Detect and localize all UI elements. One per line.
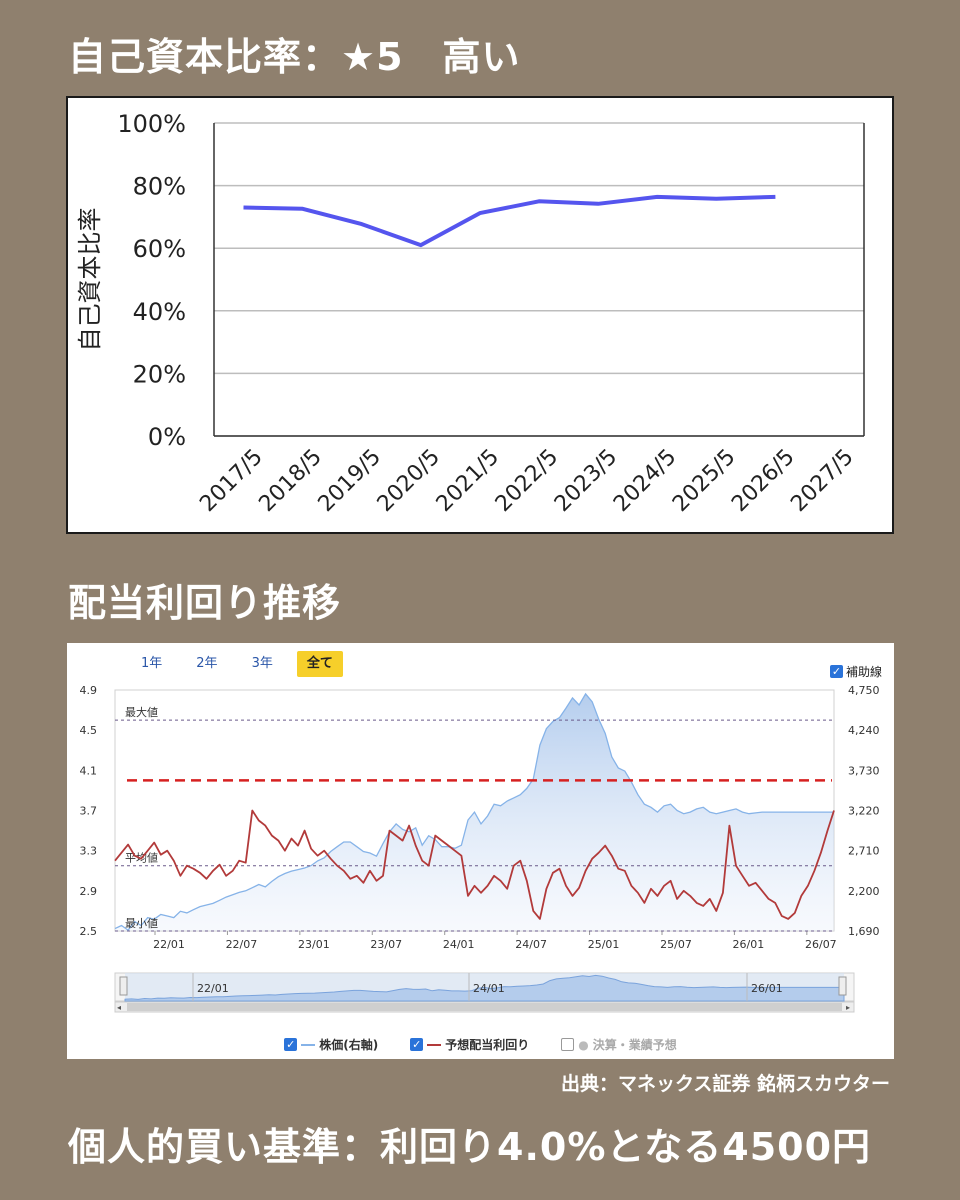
y-left-tick-label: 4.1: [80, 764, 98, 777]
y-right-tick-label: 2,200: [848, 885, 880, 898]
y-right-tick-label: 4,240: [848, 724, 880, 737]
x-tick-label: 23/07: [370, 938, 402, 951]
legend-swatch-yield: [427, 1043, 442, 1046]
legend-item-price[interactable]: ✓ 株価(右軸): [284, 1036, 378, 1053]
navigator-tick-label: 24/01: [473, 982, 505, 995]
range-selector: 1年 2年 3年 全て: [131, 651, 357, 677]
legend-checkbox-price[interactable]: ✓: [284, 1038, 298, 1051]
y-right-tick-label: 1,690: [848, 925, 880, 938]
x-tick-label: 2017/5: [195, 445, 267, 517]
y-right-tick-label: 3,220: [848, 805, 880, 818]
legend-label-earnings: 決算・業績予想: [592, 1038, 677, 1052]
x-tick-label: 23/01: [298, 938, 330, 951]
x-tick-label: 24/01: [443, 938, 475, 951]
scroll-left-icon: ◂: [117, 1003, 121, 1012]
legend-swatch-price: [301, 1043, 316, 1046]
y-tick-label: 20%: [133, 360, 186, 388]
x-tick-label: 22/01: [153, 938, 185, 951]
legend-checkbox-earnings[interactable]: [561, 1038, 575, 1051]
y-tick-label: 40%: [133, 298, 186, 326]
aux-line-label: 補助線: [845, 665, 882, 679]
y-left-tick-label: 3.7: [80, 805, 98, 818]
x-tick-label: 25/01: [588, 938, 620, 951]
dividend-yield-chart: 2.5 2.9 3.3 3.7 4.1 4.5 4.9 1,690 2,200 2,710 3,22…: [80, 684, 880, 1013]
reference-label-min: 最小値: [125, 917, 158, 930]
x-tick-label: 24/07: [515, 938, 547, 951]
y-left-tick-label: 4.5: [80, 724, 98, 737]
yield-series-line: [114, 809, 835, 920]
equity-ratio-chart-panel: 0% 20% 40% 60% 80% 100% 自己資本比率 2017/5 2018/5 2019…: [66, 96, 894, 534]
x-tick-label: 2024/5: [609, 445, 681, 517]
x-tick-label: 2026/5: [727, 445, 799, 517]
range-button[interactable]: 2年: [196, 656, 218, 671]
y-tick-label: 80%: [133, 173, 186, 201]
legend-item-earnings[interactable]: ● 決算・業績予想: [561, 1036, 677, 1053]
y-axis-label: 自己資本比率: [76, 208, 104, 352]
x-tick-label: 2027/5: [786, 445, 858, 517]
scroll-right-icon: ▸: [846, 1003, 850, 1012]
chart-legend: ✓ 株価(右軸) ✓ 予想配当利回り ● 決算・業績予想: [67, 1036, 894, 1053]
x-tick-label: 26/01: [733, 938, 765, 951]
range-button[interactable]: 全て: [296, 651, 343, 677]
aux-line-toggle[interactable]: ✓ 補助線: [829, 663, 882, 680]
legend-label-price: 株価(右軸): [319, 1038, 379, 1052]
y-left-tick-label: 2.9: [80, 885, 98, 898]
x-tick-label: 2020/5: [373, 445, 445, 517]
y-right-tick-label: 2,710: [848, 845, 880, 858]
x-tick-label: 25/07: [660, 938, 692, 951]
navigator-handle-right: [838, 976, 847, 996]
navigator-tick-label: 22/01: [197, 982, 229, 995]
navigator-handle-left: [119, 976, 128, 996]
range-button[interactable]: 3年: [251, 656, 273, 671]
dividend-yield-heading: 配当利回り推移: [68, 581, 342, 625]
y-tick-label: 100%: [117, 110, 186, 138]
dot-icon: ●: [578, 1037, 589, 1052]
navigator-tick-label: 26/01: [751, 982, 783, 995]
equity-ratio-chart: 0% 20% 40% 60% 80% 100% 自己資本比率 2017/52018/52019…: [76, 110, 865, 517]
y-left-tick-label: 4.9: [80, 684, 98, 697]
x-tick-label: 26/07: [805, 938, 837, 951]
equity-ratio-heading: 自己資本比率：★5 高い: [68, 35, 521, 79]
range-button[interactable]: 1年: [141, 656, 163, 671]
price-series-line: [114, 692, 834, 932]
x-tick-label: 2025/5: [668, 445, 740, 517]
y-tick-label: 0%: [148, 423, 186, 451]
y-right-tick-label: 3,730: [848, 764, 880, 777]
x-tick-label: 22/07: [226, 938, 258, 951]
legend-label-yield: 予想配当利回り: [445, 1038, 530, 1052]
legend-item-yield[interactable]: ✓ 予想配当利回り: [410, 1036, 529, 1053]
buy-criteria-heading: 個人的買い基準：利回り4.0%となる4500円: [68, 1125, 872, 1169]
x-tick-label: 2022/5: [491, 445, 563, 517]
y-left-tick-label: 2.5: [80, 925, 98, 938]
dividend-yield-chart-panel: 1年 2年 3年 全て ✓ 補助線 2.5 2.9 3.3 3.7 4.1 4.5 4.9 1,69…: [67, 643, 894, 1059]
source-credit: 出典：マネックス証券 銘柄スカウター: [560, 1073, 890, 1095]
x-tick-label: 2018/5: [254, 445, 326, 517]
x-tick-label: 2023/5: [550, 445, 622, 517]
aux-line-checkbox[interactable]: ✓: [829, 665, 843, 678]
reference-label-max: 最大値: [125, 705, 158, 719]
x-tick-label: 2019/5: [314, 445, 386, 517]
navigator-series: [124, 974, 845, 1002]
equity-ratio-series-line: [243, 194, 776, 248]
y-tick-label: 60%: [133, 235, 186, 263]
y-left-tick-label: 3.3: [80, 845, 98, 858]
scrollbar-thumb: [127, 1003, 842, 1011]
x-tick-label: 2021/5: [432, 445, 504, 517]
legend-checkbox-yield[interactable]: ✓: [410, 1038, 424, 1051]
y-right-tick-label: 4,750: [848, 684, 880, 697]
